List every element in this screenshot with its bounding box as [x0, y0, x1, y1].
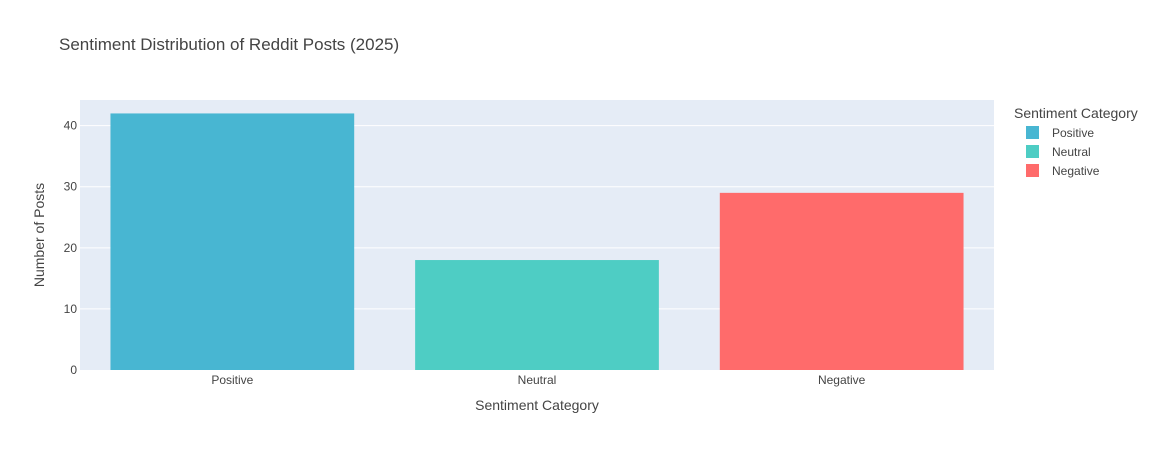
x-tick-label: Neutral: [518, 373, 557, 387]
legend-swatch[interactable]: [1026, 145, 1039, 158]
legend-label[interactable]: Negative: [1052, 164, 1100, 178]
legend-swatch[interactable]: [1026, 164, 1039, 177]
chart-title: Sentiment Distribution of Reddit Posts (…: [59, 35, 399, 54]
y-tick-label: 10: [64, 302, 78, 316]
legend: Sentiment Category Positive Neutral Negati…: [1014, 105, 1138, 178]
bars: [110, 113, 964, 371]
bar-negative[interactable]: [719, 192, 964, 370]
y-tick-label: 0: [70, 363, 77, 377]
x-axis-ticks: Positive Neutral Negative: [211, 373, 865, 387]
legend-items: Positive Neutral Negative: [1026, 126, 1100, 178]
bar-neutral[interactable]: [415, 260, 659, 370]
legend-label[interactable]: Positive: [1052, 126, 1094, 140]
x-tick-label: Positive: [211, 373, 253, 387]
y-tick-label: 30: [64, 180, 78, 194]
legend-swatch[interactable]: [1026, 126, 1039, 139]
x-axis-title: Sentiment Category: [475, 397, 599, 413]
legend-label[interactable]: Neutral: [1052, 145, 1091, 159]
y-axis-ticks: 0 10 20 30 40: [64, 119, 78, 377]
y-axis-title: Number of Posts: [31, 183, 47, 287]
bar-positive[interactable]: [110, 113, 355, 371]
y-tick-label: 20: [64, 241, 78, 255]
y-tick-label: 40: [64, 119, 78, 133]
x-tick-label: Negative: [818, 373, 866, 387]
legend-title: Sentiment Category: [1014, 105, 1138, 121]
